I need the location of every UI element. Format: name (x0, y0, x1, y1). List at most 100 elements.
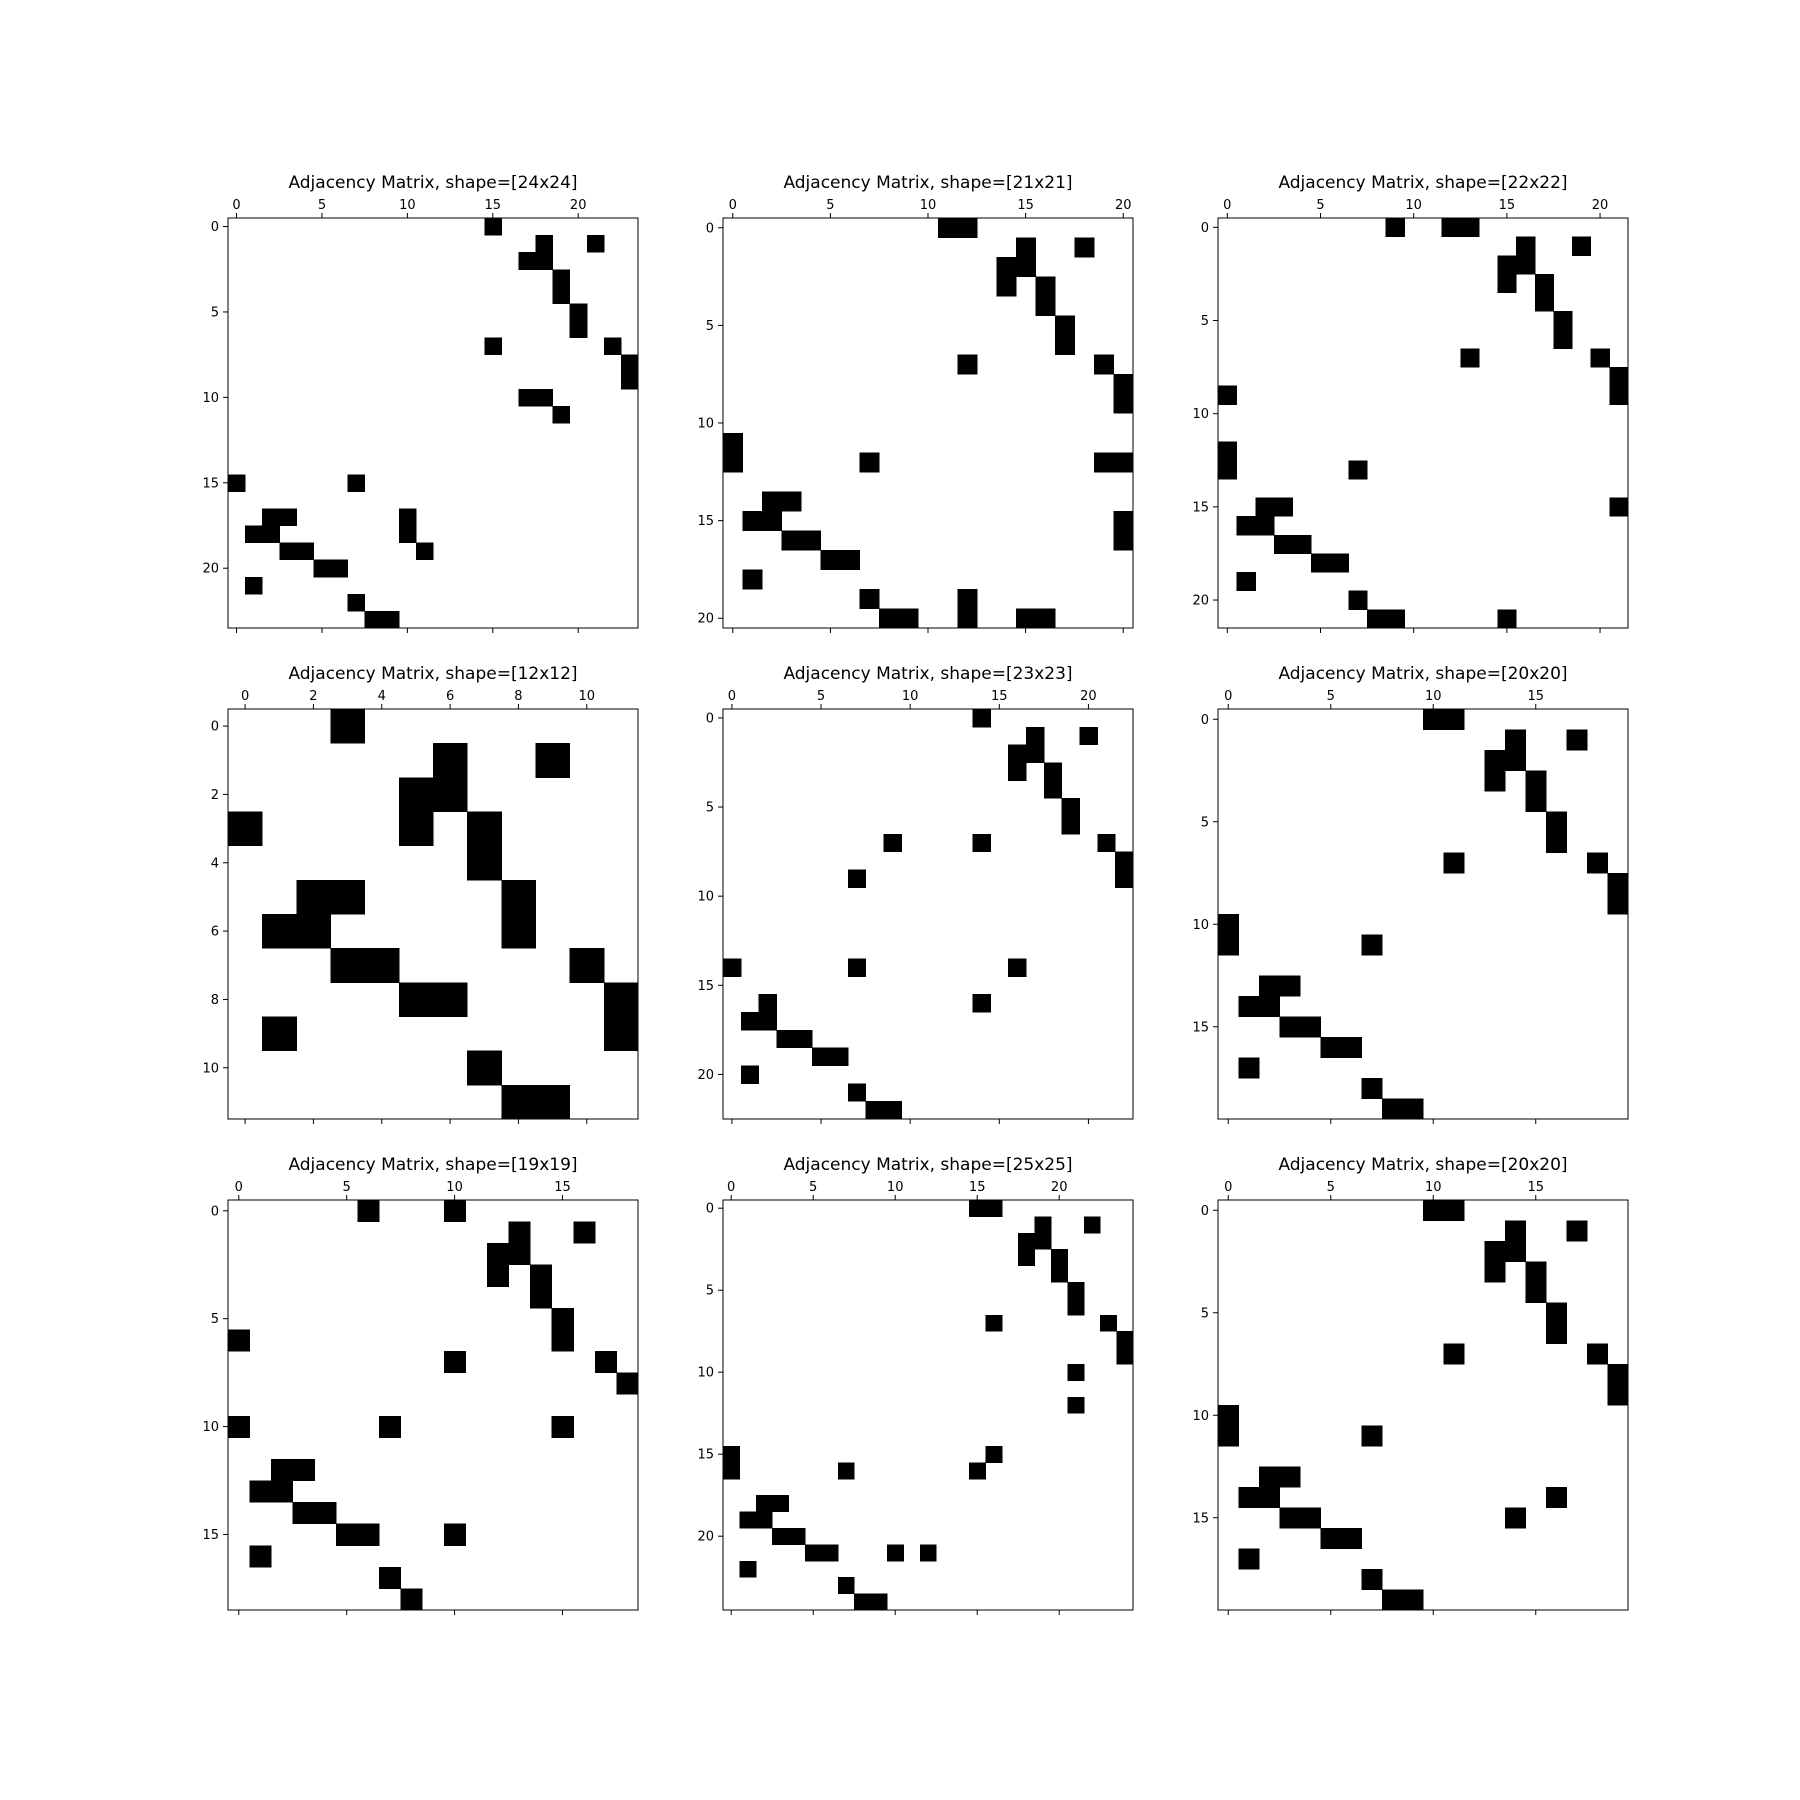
y-tick-label: 2 (211, 788, 219, 803)
matrix-cell (1236, 516, 1256, 536)
matrix-cell (919, 1544, 937, 1562)
x-tick-label: 2 (309, 689, 317, 704)
matrix-cell (1587, 1343, 1608, 1365)
matrix-cell (723, 452, 744, 473)
matrix-cell (1026, 744, 1045, 763)
matrix-cell (865, 1101, 884, 1120)
y-tick-label: 15 (202, 1528, 219, 1543)
matrix-panel-9: Adjacency Matrix, shape=[20x20] 0 5 10 15 0 5 1… (1192, 1155, 1629, 1615)
matrix-cell (1505, 750, 1526, 771)
matrix-cell (1218, 1405, 1239, 1426)
matrix-cell (1113, 393, 1134, 414)
x-tick-label: 0 (235, 1180, 243, 1195)
matrix-cell (1067, 1364, 1085, 1381)
matrix-cell (1067, 1282, 1085, 1299)
matrix-cell (1348, 590, 1368, 610)
matrix-cell (1054, 315, 1075, 336)
matrix-panel-3: Adjacency Matrix, shape=[22x22] 0 5 10 15 20 0… (1192, 173, 1629, 633)
matrix-cell (883, 833, 902, 853)
matrix-cell (1460, 348, 1480, 368)
y-tick-label: 0 (1201, 221, 1209, 236)
matrix-cell (292, 1458, 315, 1482)
matrix-cell (859, 588, 880, 609)
axes-frame (722, 708, 1134, 1120)
matrix-cell (357, 1523, 380, 1546)
x-tick-label: 0 (232, 198, 240, 213)
x-tick-label: 0 (729, 198, 737, 213)
matrix-cell (1441, 218, 1461, 238)
x-tick-label: 0 (1224, 689, 1232, 704)
matrix-cell (1218, 1425, 1239, 1447)
x-tick-label: 0 (1224, 1180, 1232, 1195)
matrix-cell (781, 491, 802, 512)
x-tick-label: 20 (570, 198, 587, 213)
matrix-cell (501, 879, 536, 915)
y-tick-label: 5 (706, 319, 714, 334)
matrix-cell (794, 1029, 813, 1049)
matrix-cell (1116, 1347, 1134, 1365)
matrix-cell (1238, 1487, 1260, 1508)
matrix-cell (1402, 1098, 1424, 1120)
panel-title: Adjacency Matrix, shape=[20x20] (1278, 664, 1567, 684)
matrix-cell (1259, 1466, 1280, 1488)
y-tick-label: 15 (1192, 500, 1209, 515)
matrix-cell (883, 1101, 902, 1120)
matrix-cell (1238, 996, 1260, 1017)
matrix-cell (1279, 975, 1301, 997)
matrix-cell (551, 1329, 574, 1352)
matrix-cell (1382, 1589, 1403, 1611)
y-tick-label: 15 (697, 1448, 714, 1463)
matrix-cell (821, 1544, 839, 1562)
matrix-cell (1043, 762, 1063, 781)
matrix-cell (347, 593, 366, 612)
matrix-cell (486, 1264, 510, 1287)
matrix-cell (985, 1314, 1003, 1332)
matrix-cell (1034, 1232, 1052, 1250)
matrix-cell (1443, 852, 1465, 874)
matrix-cell (551, 1415, 574, 1438)
matrix-cell (755, 1495, 773, 1513)
matrix-cell (398, 982, 434, 1017)
matrix-cell (535, 252, 554, 270)
matrix-cell (1320, 1037, 1342, 1058)
matrix-cell (1607, 1364, 1629, 1385)
matrix-cell (620, 354, 639, 373)
matrix-cell (1546, 1487, 1567, 1508)
matrix-cell (772, 1495, 790, 1513)
matrix-cell (594, 1351, 617, 1374)
matrix-cell (723, 958, 742, 977)
y-tick-label: 10 (202, 391, 219, 406)
matrix-cell (1385, 609, 1405, 629)
matrix-cell (847, 1083, 867, 1102)
x-tick-label: 8 (514, 689, 522, 704)
matrix-cell (1534, 292, 1554, 312)
matrix-cell (837, 1577, 855, 1595)
matrix-panel-1: Adjacency Matrix, shape=[24x24] 0 5 10 15 20 0… (202, 173, 639, 633)
matrix-cell (433, 777, 468, 812)
matrix-background (228, 1200, 638, 1610)
matrix-background (723, 709, 1133, 1119)
x-tick-label: 5 (318, 198, 326, 213)
matrix-cell (1292, 534, 1312, 554)
matrix-cell (762, 491, 783, 512)
y-tick-label: 5 (1201, 314, 1209, 329)
matrix-cell (1516, 255, 1536, 275)
x-tick-label: 15 (1527, 1180, 1544, 1195)
matrix-cell (1079, 726, 1098, 746)
matrix-cell (1341, 1528, 1362, 1549)
matrix-cell (1218, 914, 1239, 935)
matrix-cell (957, 588, 978, 609)
x-tick-label: 20 (1592, 198, 1609, 213)
x-tick-label: 15 (554, 1180, 571, 1195)
panel-title: Adjacency Matrix, shape=[20x20] (1278, 1155, 1567, 1175)
y-tick-label: 0 (706, 221, 714, 236)
matrix-cell (501, 914, 536, 949)
y-tick-label: 10 (697, 1366, 714, 1381)
y-tick-label: 5 (1201, 815, 1209, 830)
matrix-cell (1259, 996, 1280, 1017)
matrix-cell (364, 948, 400, 983)
matrix-background (1218, 709, 1628, 1119)
matrix-cell (530, 1286, 553, 1309)
matrix-cell (249, 1545, 272, 1568)
matrix-cell (1497, 255, 1517, 275)
